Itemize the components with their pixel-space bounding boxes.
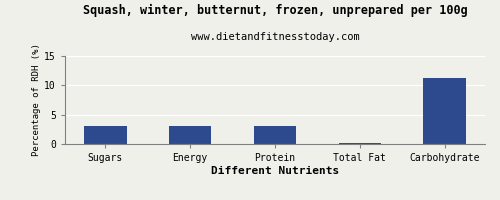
Bar (338, 143, 381, 144)
Text: www.dietandfitnesstoday.com: www.dietandfitnesstoday.com (190, 32, 360, 42)
Y-axis label: Percentage of RDH (%): Percentage of RDH (%) (32, 44, 42, 156)
Text: Squash, winter, butternut, frozen, unprepared per 100g: Squash, winter, butternut, frozen, unpre… (82, 4, 468, 17)
Bar (254, 126, 296, 144)
X-axis label: Different Nutrients: Different Nutrients (211, 166, 339, 176)
Bar (84, 126, 126, 144)
Bar (424, 78, 466, 144)
Bar (169, 126, 212, 144)
